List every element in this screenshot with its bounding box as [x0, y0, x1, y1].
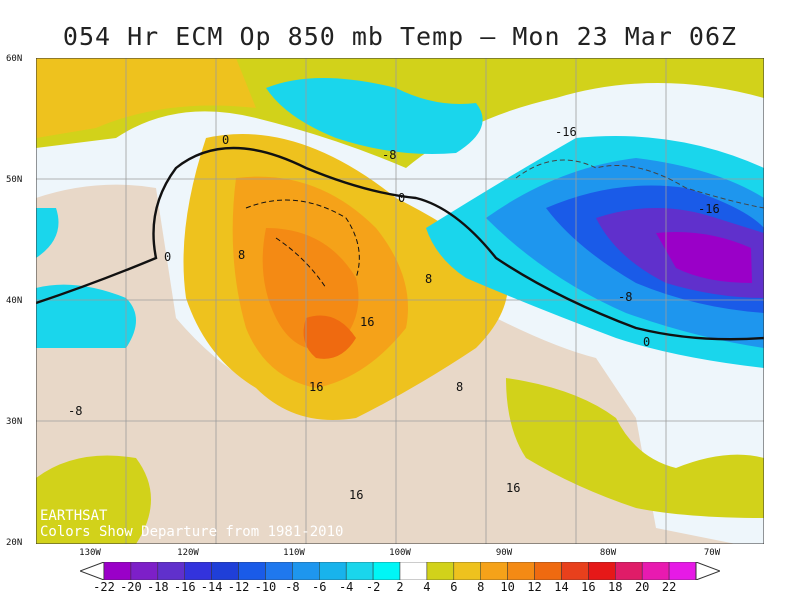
border-lines: [36, 58, 764, 544]
scale-swatch: [426, 562, 455, 580]
scale-swatch: [668, 562, 697, 580]
scale-tick-label: 2: [396, 580, 404, 594]
contour-label-minus16-b: -16: [698, 202, 720, 216]
contour-label-8-c: 8: [456, 380, 463, 394]
cold-anomaly-extreme: [656, 232, 752, 283]
color-scale-bar: [80, 562, 720, 580]
scale-tick-label: -12: [227, 580, 250, 594]
scale-tick-label: 10: [500, 580, 515, 594]
lon-label-80w: 80W: [599, 548, 617, 558]
scale-swatch: [399, 562, 428, 580]
scale-tick-label: -14: [200, 580, 223, 594]
lat-label-30n: 30N: [6, 417, 23, 427]
scale-tick-label: 8: [477, 580, 485, 594]
scale-swatch: [345, 562, 374, 580]
scale-swatch: [615, 562, 643, 580]
scale-swatch: [265, 562, 293, 580]
scale-tick-label: -22: [93, 580, 115, 594]
southwest-warm-area: [36, 455, 151, 544]
scale-swatch: [507, 562, 535, 580]
lon-label-90w: 90W: [495, 548, 513, 558]
contour-label-0-a: 0: [222, 133, 229, 147]
zero-contour: [36, 146, 764, 341]
scale-tick-label: -4: [338, 580, 354, 594]
scale-tick-label: 20: [634, 580, 650, 594]
scale-arrow-left: [80, 562, 105, 580]
scale-swatch: [211, 562, 239, 580]
lat-label-20n: 20N: [6, 538, 23, 548]
contour-label-8-b: 8: [425, 272, 432, 286]
scale-swatch: [561, 562, 589, 580]
northwest-warm-area: [36, 58, 256, 138]
contour-label-16-a: 16: [360, 315, 374, 329]
scale-swatch: [453, 562, 481, 580]
pacific-cold-strip: [36, 208, 59, 258]
scale-swatch: [292, 562, 320, 580]
lon-label-130w: 130W: [79, 548, 101, 558]
scale-tick-label: 12: [527, 580, 542, 594]
scale-swatch: [238, 562, 266, 580]
lon-label-120w: 120W: [177, 548, 199, 558]
scale-swatch: [103, 562, 132, 580]
contour-label-minus8-a: -8: [382, 148, 396, 162]
scale-tick-label: -18: [146, 580, 169, 594]
scale-tick-label: -8: [285, 580, 300, 594]
contour-label-0-d: 0: [643, 335, 650, 349]
scale-swatch: [480, 562, 508, 580]
scale-tick-label: 4: [423, 580, 431, 594]
scale-swatch: [319, 562, 347, 580]
scale-tick-label: -16: [173, 580, 196, 594]
map-title: 054 Hr ECM Op 850 mb Temp — Mon 23 Mar 0…: [62, 22, 738, 51]
scale-swatch: [157, 562, 185, 580]
lat-label-50n: 50N: [6, 175, 23, 185]
scale-tick-label: 16: [581, 580, 596, 594]
scale-tick-label: 6: [450, 580, 458, 594]
contour-label-16-c: 16: [349, 488, 363, 502]
gulf-warm-area: [506, 378, 764, 518]
contour-label-minus16-a: -16: [555, 125, 577, 139]
scale-swatch: [588, 562, 616, 580]
canada-cold-pocket: [266, 78, 483, 154]
scale-tick-label: -10: [254, 580, 277, 594]
contour-label-8-a: 8: [238, 248, 245, 262]
scale-tick-label: 18: [608, 580, 623, 594]
scale-tick-label: 14: [554, 580, 569, 594]
lon-label-110w: 110W: [283, 548, 305, 558]
scale-swatch: [372, 562, 401, 580]
scale-arrow-right: [695, 562, 720, 580]
scale-swatch: [130, 562, 159, 580]
lat-label-40n: 40N: [6, 296, 23, 306]
contour-label-0-b: 0: [398, 191, 405, 205]
warm-dashed-contours: [245, 199, 360, 289]
contour-label-minus8-b: -8: [618, 290, 632, 304]
lon-label-70w: 70W: [703, 548, 721, 558]
scale-tick-label: -20: [120, 580, 142, 594]
contour-label-minus8-c: -8: [68, 404, 82, 418]
scale-tick-label: -2: [365, 580, 381, 594]
credit-line-2: Colors Show Departure from 1981-2010: [40, 524, 343, 540]
cold-dashed-contours: [515, 159, 764, 209]
credit-line-1: EARTHSAT: [40, 508, 108, 524]
contour-label-0-c: 0: [164, 250, 171, 264]
temperature-anomaly-map: EARTHSAT Colors Show Departure from 1981…: [36, 58, 764, 544]
lat-label-60n: 60N: [6, 54, 23, 64]
scale-swatch: [534, 562, 562, 580]
warm-anomaly-core: [303, 315, 356, 359]
scale-tick-label: 22: [661, 580, 677, 594]
lon-label-100w: 100W: [389, 548, 411, 558]
contour-label-16-b: 16: [309, 380, 323, 394]
scale-swatch: [641, 562, 670, 580]
scale-swatch: [184, 562, 212, 580]
pacific-cold-pocket: [36, 284, 136, 348]
scale-tick-label: -6: [312, 580, 327, 594]
contour-label-16-d: 16: [506, 481, 520, 495]
